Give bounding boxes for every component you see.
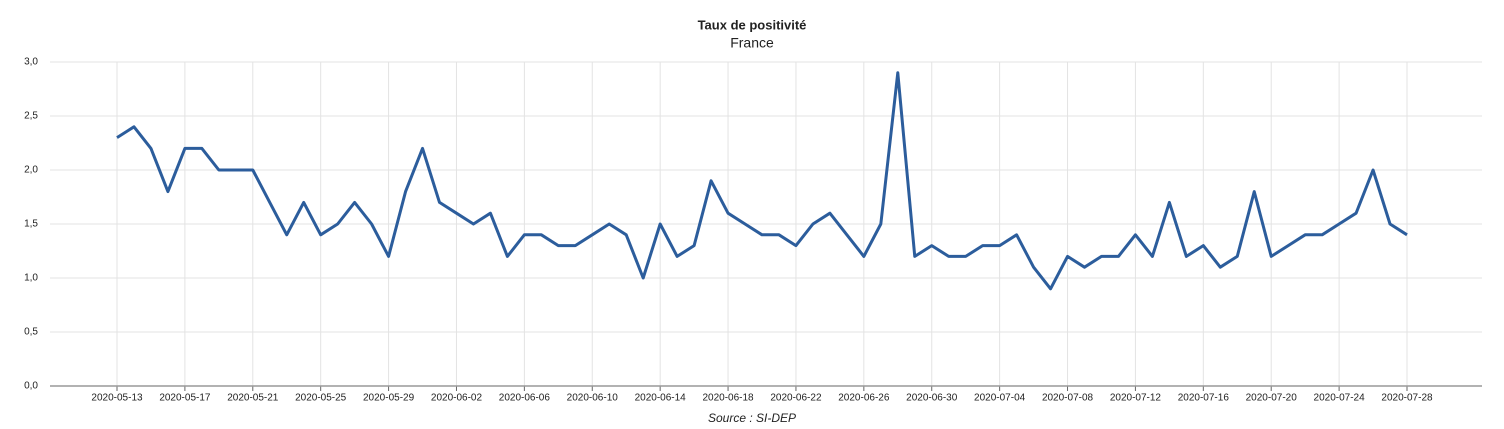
- y-tick-label: 1,0: [24, 273, 38, 284]
- x-tick-label: 2020-07-12: [1110, 393, 1162, 404]
- x-tick-label: 2020-06-26: [838, 393, 890, 404]
- x-tick-label: 2020-05-21: [227, 393, 279, 404]
- line: [116, 71, 1408, 291]
- x-tick-label: 2020-06-14: [635, 393, 687, 404]
- x-tick-label: 2020-06-22: [770, 393, 822, 404]
- y-tick-label: 0,0: [24, 381, 38, 392]
- x-tick-label: 2020-07-24: [1314, 393, 1366, 404]
- x-tick-label: 2020-06-18: [702, 393, 754, 404]
- x-tick-label: 2020-07-08: [1042, 393, 1094, 404]
- y-tick-label: 1,5: [24, 219, 38, 230]
- y-tick-label: 3,0: [24, 57, 38, 68]
- x-tick-label: 2020-05-17: [159, 393, 211, 404]
- x-tick-label: 2020-06-30: [906, 393, 958, 404]
- x-tick-label: 2020-05-13: [91, 393, 143, 404]
- x-tick-label: 2020-07-04: [974, 393, 1026, 404]
- source: Source : SI-DEP: [708, 411, 796, 425]
- y-tick-label: 2,0: [24, 165, 38, 176]
- x-tick-label: 2020-06-06: [499, 393, 551, 404]
- x-tick-label: 2020-07-28: [1381, 393, 1433, 404]
- x-tick-label: 2020-07-20: [1246, 393, 1298, 404]
- chart-subtitle: France: [730, 35, 774, 51]
- chart-title: Taux de positivité: [698, 17, 807, 32]
- y-tick-label: 2,5: [24, 111, 38, 122]
- x-tick-label: 2020-05-29: [363, 393, 415, 404]
- x-tick-label: 2020-05-25: [295, 393, 347, 404]
- x-tick-label: 2020-06-10: [567, 393, 619, 404]
- y-tick-label: 0,5: [24, 327, 38, 338]
- x-tick-label: 2020-07-16: [1178, 393, 1230, 404]
- x-tick-label: 2020-06-02: [431, 393, 483, 404]
